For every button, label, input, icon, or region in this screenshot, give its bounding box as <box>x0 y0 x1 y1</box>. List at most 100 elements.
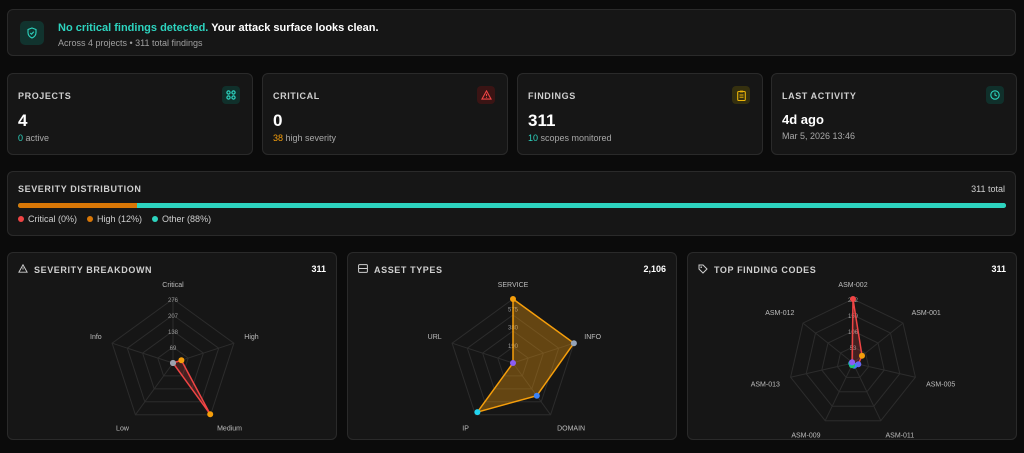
tick-label: 276 <box>168 298 179 304</box>
data-point <box>510 296 516 302</box>
panel-header: ASSET TYPES <box>358 264 443 275</box>
grid-spoke <box>802 322 854 364</box>
stat-label: PROJECTS <box>18 91 72 101</box>
grid-icon <box>222 86 240 104</box>
legend-dot <box>18 216 24 222</box>
clipboard-icon <box>732 86 750 104</box>
panel-count: 311 <box>991 264 1006 274</box>
warning-triangle-icon <box>477 86 495 104</box>
status-banner: No critical findings detected. Your atta… <box>7 9 1016 56</box>
stat-sub-value: 0 <box>18 133 24 143</box>
top-finding-codes-panel: TOP FINDING CODES 311 21215910653ASM-002… <box>687 252 1017 440</box>
panel-header: TOP FINDING CODES <box>698 264 816 276</box>
severity-bar-segment <box>18 203 137 208</box>
legend-item: Other (88%) <box>152 214 211 224</box>
severity-bar <box>18 203 1006 208</box>
grid-spoke <box>134 362 174 416</box>
stat-sub-text: scopes monitored <box>538 133 612 143</box>
data-point <box>570 340 577 347</box>
category-label: Info <box>90 334 102 341</box>
tick-label: 207 <box>168 314 179 320</box>
panel-count: 311 <box>311 264 326 274</box>
panel-title: SEVERITY BREAKDOWN <box>34 264 153 275</box>
tick-label: 53 <box>850 346 857 352</box>
data-point <box>178 357 185 364</box>
category-label: ASM-001 <box>912 310 941 317</box>
category-label: SERVICE <box>498 282 529 289</box>
severity-bar-segment <box>136 203 1006 208</box>
series-area <box>171 359 211 415</box>
category-label: URL <box>428 334 442 341</box>
category-label: ASM-012 <box>765 310 794 317</box>
panel-header: SEVERITY BREAKDOWN <box>18 263 153 275</box>
top-finding-codes-radar-chart: 21215910653ASM-002ASM-001ASM-005ASM-011A… <box>751 282 956 439</box>
stat-sub: 0 active <box>18 133 49 143</box>
grid-ring <box>790 298 916 422</box>
severity-breakdown-panel: SEVERITY BREAKDOWN 311 276 207 138 69 Critic… <box>7 252 337 440</box>
category-label: High <box>244 334 259 341</box>
grid-spoke <box>512 342 575 364</box>
data-point <box>510 360 516 366</box>
grid-ring <box>805 314 901 407</box>
clock-icon <box>986 86 1004 104</box>
data-point <box>474 409 481 416</box>
tick-label: 106 <box>848 330 859 336</box>
grid-spoke <box>111 342 174 364</box>
category-label: ASM-002 <box>838 282 867 289</box>
section-title: SEVERITY DISTRIBUTION <box>18 184 142 194</box>
grid-ring <box>142 330 204 390</box>
grid-spoke <box>790 362 854 378</box>
stat-card-critical[interactable]: CRITICAL 0 38 high severity <box>262 73 508 155</box>
tick-label: 138 <box>168 330 179 336</box>
legend-item: Critical (0%) <box>18 214 77 224</box>
category-label: Critical <box>162 282 184 289</box>
data-point <box>207 411 214 418</box>
data-point <box>849 359 856 366</box>
stat-sub-value: 38 <box>273 133 284 143</box>
data-point <box>170 360 176 366</box>
banner-message: Your attack surface looks clean. <box>208 22 379 34</box>
panel-title: ASSET TYPES <box>374 264 443 275</box>
category-label: INFO <box>584 334 601 341</box>
grid-ring <box>497 346 529 377</box>
legend-dot <box>87 216 94 222</box>
category-label: ASM-009 <box>791 433 820 439</box>
stat-label: FINDINGS <box>528 91 576 101</box>
tick-label: 69 <box>170 346 177 352</box>
stat-sub: 38 high severity <box>273 133 336 143</box>
category-label: Medium <box>217 426 242 433</box>
data-point <box>859 352 865 359</box>
stat-card-findings[interactable]: FINDINGS 311 10 scopes monitored <box>517 73 763 155</box>
panel-count: 2,106 <box>643 264 666 274</box>
grid-spoke <box>852 362 916 378</box>
data-point <box>533 392 540 399</box>
legend-label: Other (88%) <box>162 214 212 224</box>
grid-spoke <box>451 342 514 364</box>
category-label: DOMAIN <box>557 426 585 433</box>
stat-card-last-activity[interactable]: LAST ACTIVITY 4d ago Mar 5, 2026 13:46 <box>771 73 1017 155</box>
total-count: 311 total <box>971 184 1005 194</box>
grid-ring <box>821 330 885 393</box>
banner-title: No critical findings detected. Your atta… <box>58 22 379 34</box>
stat-label: LAST ACTIVITY <box>782 91 857 101</box>
grid-ring <box>482 330 544 390</box>
grid-ring <box>157 346 189 377</box>
tag-icon <box>698 264 708 276</box>
severity-legend: Critical (0%) High (12%) Other (88%) <box>18 214 211 224</box>
grid-ring <box>126 314 220 403</box>
stat-sub-text: high severity <box>283 133 337 143</box>
banner-subtitle: Across 4 projects • 311 total findings <box>58 38 203 48</box>
legend-label: Critical (0%) <box>28 214 78 224</box>
asset-types-panel: ASSET TYPES 2,106 575 380 190 SERVICE INFO DO… <box>347 252 677 440</box>
severity-distribution: SEVERITY DISTRIBUTION 311 total Critical… <box>7 171 1016 236</box>
stat-sub-text: active <box>23 133 50 143</box>
data-point <box>850 296 856 302</box>
grid-spoke <box>512 362 552 416</box>
stat-sub-value: 10 <box>528 133 539 143</box>
legend-dot <box>152 216 159 222</box>
category-label: ASM-011 <box>886 433 915 439</box>
grid-ring <box>111 298 235 416</box>
stat-card-projects[interactable]: PROJECTS 4 0 active <box>7 73 253 155</box>
grid-spoke <box>852 362 882 421</box>
